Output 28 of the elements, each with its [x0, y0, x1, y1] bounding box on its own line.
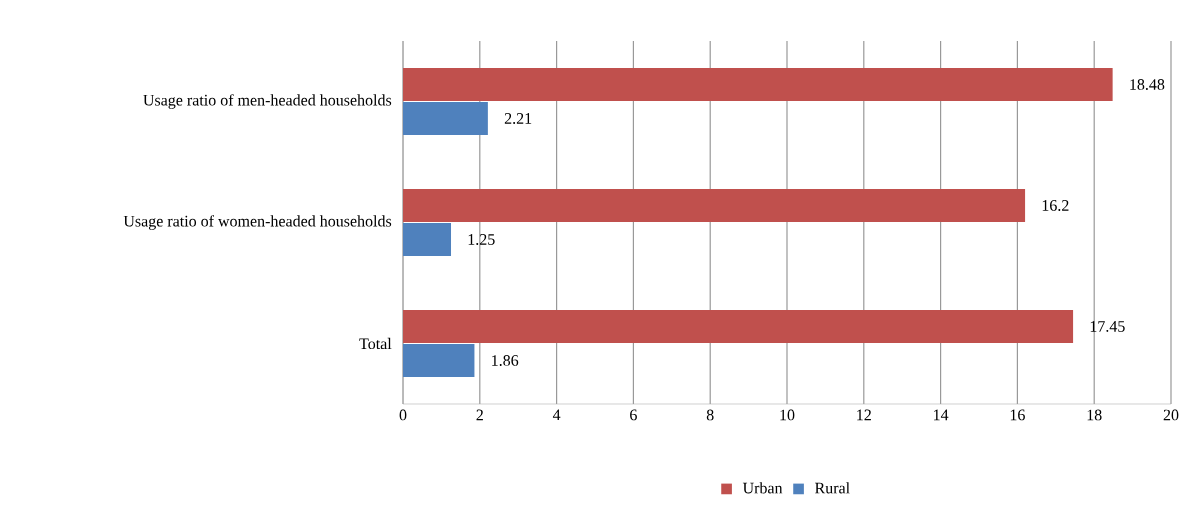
bar [403, 68, 1113, 101]
bar [403, 188, 1026, 222]
data-label: 1.86 [492, 355, 519, 366]
data-label: 16.2 [1042, 200, 1069, 211]
bar [403, 343, 475, 377]
bar [403, 222, 452, 256]
bar [403, 101, 488, 135]
data-label: 18.48 [1130, 79, 1165, 90]
x-tick-label: 6 [630, 409, 637, 421]
x-tick-label: 8 [706, 409, 714, 421]
legend-label: Urban [742, 482, 783, 494]
data-label: 1.25 [468, 234, 495, 245]
x-tick-label: 20 [1163, 409, 1179, 421]
x-tick-label: 10 [780, 409, 795, 421]
x-tick-label: 18 [1087, 409, 1102, 421]
x-tick-label: 12 [857, 409, 871, 421]
x-tick-label: 2 [476, 409, 483, 421]
legend-label: Rural [815, 482, 850, 494]
x-tick-label: 4 [552, 409, 561, 421]
y-tick-label: Usage ratio of women-headed households [123, 215, 392, 230]
data-label: 17.45 [1090, 321, 1125, 332]
x-tick-label: 0 [399, 409, 407, 421]
x-tick-label: 14 [934, 409, 949, 421]
x-tick-label: 16 [1010, 409, 1025, 421]
y-tick-label: Usage ratio of men-headed households [143, 94, 392, 109]
data-label: 2.21 [504, 113, 532, 124]
bar [403, 309, 1074, 343]
y-tick-label: Total [359, 337, 392, 350]
